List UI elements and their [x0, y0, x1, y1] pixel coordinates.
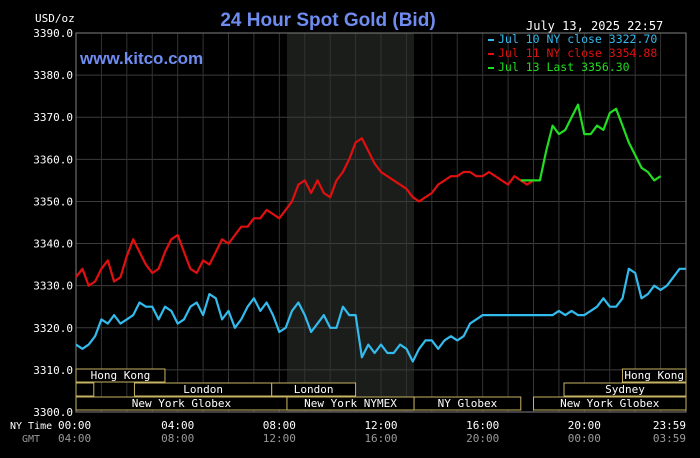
legend-entry: Jul 11 NY close 3354.88	[498, 46, 657, 60]
y-tick-label: 3350.0	[33, 195, 73, 208]
x-tick-label-gmt: 12:00	[263, 432, 296, 445]
x-tick-label-ny: 12:00	[364, 419, 397, 432]
y-axis-unit-label: USD/oz	[35, 12, 75, 25]
x-tick-label-ny: 04:00	[161, 419, 194, 432]
market-band	[271, 382, 357, 397]
market-band-label: London	[183, 383, 223, 396]
chart-title: 24 Hour Spot Gold (Bid)	[220, 10, 435, 31]
legend-entry: Jul 10 NY close 3322.70	[498, 32, 657, 46]
market-band-label: New York Globex	[132, 397, 232, 410]
x-tick-label-ny: 16:00	[466, 419, 499, 432]
y-axis-ticks: 3300.0 3310.0 3320.0 3330.0 3340.0 3350.0 3360…	[33, 27, 73, 419]
series-line-2	[75, 137, 535, 287]
y-tick-label: 3370.0	[33, 111, 73, 124]
x-tick-label-gmt: 16:00	[364, 432, 397, 445]
series-line-1	[75, 267, 686, 363]
market-band	[75, 368, 166, 383]
y-tick-label: 3320.0	[33, 322, 73, 335]
y-tick-label: 3330.0	[33, 280, 73, 293]
y-tick-label: 3310.0	[33, 364, 73, 377]
chart-datetime: July 13, 2025 22:57	[526, 19, 663, 33]
market-band	[621, 368, 687, 383]
x-tick-label-ny: 23:59	[653, 419, 686, 432]
x-axis-ticks: 00:0004:0004:0008:0008:0012:0012:0016:00…	[58, 419, 686, 445]
y-tick-label: 3340.0	[33, 238, 73, 251]
grid-lines	[75, 32, 687, 413]
price-series	[75, 103, 686, 363]
kitco-watermark: www.kitco.com	[79, 49, 203, 68]
market-band	[75, 382, 95, 397]
y-tick-label: 3360.0	[33, 153, 73, 166]
market-band-label: NY Globex	[438, 397, 498, 410]
nymex-session-shading	[286, 33, 415, 412]
market-band-label: London	[294, 383, 334, 396]
x-tick-label-gmt: 08:00	[161, 432, 194, 445]
x-tick-label-ny: 20:00	[568, 419, 601, 432]
legend-entry: Jul 13 Last 3356.30	[498, 60, 630, 74]
x-axis-ny-time-label: NY Time	[10, 421, 52, 432]
legend-swatch	[488, 67, 494, 69]
legend-swatch	[488, 39, 494, 41]
market-band-label: New York Globex	[560, 397, 660, 410]
x-tick-label-ny: 00:00	[58, 419, 91, 432]
market-band-label: Sydney	[605, 383, 645, 396]
series-line-3	[520, 103, 662, 182]
y-tick-label: 3390.0	[33, 27, 73, 40]
y-tick-label: 3380.0	[33, 69, 73, 82]
market-band	[533, 396, 687, 411]
market-band-label: New York NYMEX	[304, 397, 397, 410]
x-axis-gmt-label: GMT	[22, 434, 40, 445]
x-tick-label-gmt: 20:00	[466, 432, 499, 445]
market-band	[413, 396, 522, 411]
x-tick-label-gmt: 04:00	[58, 432, 91, 445]
x-tick-label-gmt: 03:59	[653, 432, 686, 445]
plot-border	[75, 32, 687, 413]
x-tick-label-gmt: 00:00	[568, 432, 601, 445]
y-tick-label: 3300.0	[33, 406, 73, 419]
legend-swatch	[488, 53, 494, 55]
market-band-label: Hong Kong	[624, 369, 684, 382]
x-tick-label-ny: 08:00	[263, 419, 296, 432]
market-band-label: Hong Kong	[91, 369, 151, 382]
market-band	[563, 382, 687, 397]
